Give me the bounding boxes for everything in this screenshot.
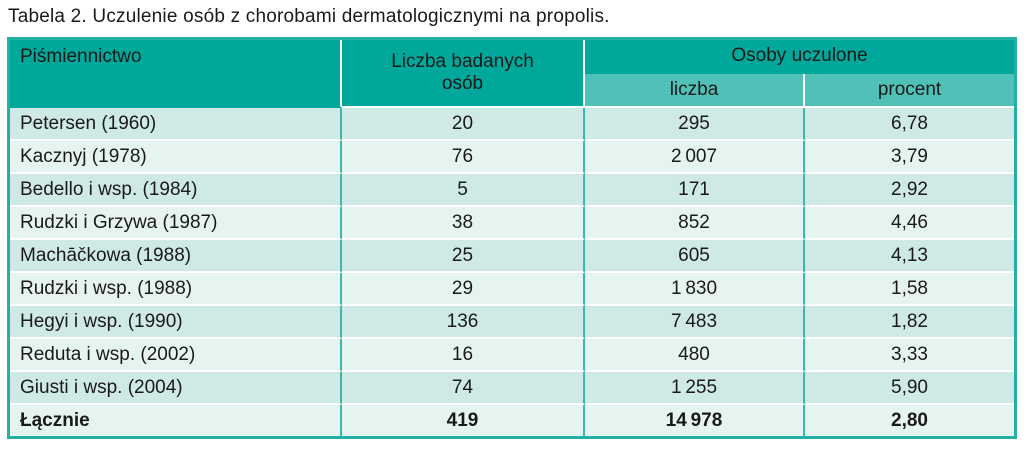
header-liczba: liczba	[585, 74, 805, 108]
total-number: 14 978	[585, 405, 805, 436]
table-body: Petersen (1960) 20 295 6,78 Kacznyj (197…	[10, 108, 1014, 436]
cell-number: 605	[585, 240, 805, 273]
cell-examined: 5	[342, 174, 585, 207]
cell-reference: Hegyi i wsp. (1990)	[10, 306, 342, 339]
table-header: Piśmiennictwo Liczba badanych osób Osoby…	[10, 40, 1014, 108]
table-row: Bedello i wsp. (1984) 5 171 2,92	[10, 174, 1014, 207]
cell-reference: Machāčkowa (1988)	[10, 240, 342, 273]
cell-reference: Bedello i wsp. (1984)	[10, 174, 342, 207]
cell-percent: 4,46	[805, 207, 1014, 240]
cell-reference: Petersen (1960)	[10, 108, 342, 141]
cell-number: 171	[585, 174, 805, 207]
cell-percent: 2,92	[805, 174, 1014, 207]
total-percent: 2,80	[805, 405, 1014, 436]
table-row: Hegyi i wsp. (1990) 136 7 483 1,82	[10, 306, 1014, 339]
table-caption: Tabela 2. Uczulenie osób z chorobami der…	[8, 6, 610, 27]
cell-percent: 6,78	[805, 108, 1014, 141]
cell-number: 852	[585, 207, 805, 240]
table-row: Rudzki i Grzywa (1987) 38 852 4,46	[10, 207, 1014, 240]
cell-percent: 5,90	[805, 372, 1014, 405]
table-row: Petersen (1960) 20 295 6,78	[10, 108, 1014, 141]
cell-examined: 20	[342, 108, 585, 141]
cell-examined: 76	[342, 141, 585, 174]
cell-number: 480	[585, 339, 805, 372]
cell-number: 1 830	[585, 273, 805, 306]
header-osoby-uczulone: Osoby uczulone	[585, 40, 1014, 74]
table-row: Kacznyj (1978) 76 2 007 3,79	[10, 141, 1014, 174]
cell-examined: 136	[342, 306, 585, 339]
cell-examined: 74	[342, 372, 585, 405]
cell-reference: Reduta i wsp. (2002)	[10, 339, 342, 372]
cell-reference: Kacznyj (1978)	[10, 141, 342, 174]
cell-number: 1 255	[585, 372, 805, 405]
cell-examined: 16	[342, 339, 585, 372]
cell-examined: 38	[342, 207, 585, 240]
cell-examined: 29	[342, 273, 585, 306]
cell-reference: Giusti i wsp. (2004)	[10, 372, 342, 405]
header-row-main: Piśmiennictwo Liczba badanych osób Osoby…	[10, 40, 1014, 108]
table-row: Rudzki i wsp. (1988) 29 1 830 1,58	[10, 273, 1014, 306]
table-row: Giusti i wsp. (2004) 74 1 255 5,90	[10, 372, 1014, 405]
header-procent: procent	[805, 74, 1014, 108]
cell-examined: 25	[342, 240, 585, 273]
cell-percent: 3,33	[805, 339, 1014, 372]
header-liczba-badanych-osob: Liczba badanych osób	[342, 40, 585, 108]
table-row: Machāčkowa (1988) 25 605 4,13	[10, 240, 1014, 273]
cell-number: 2 007	[585, 141, 805, 174]
cell-reference: Rudzki i Grzywa (1987)	[10, 207, 342, 240]
propolis-sensitization-table: Piśmiennictwo Liczba badanych osób Osoby…	[7, 37, 1017, 439]
cell-percent: 1,82	[805, 306, 1014, 339]
cell-percent: 3,79	[805, 141, 1014, 174]
cell-number: 7 483	[585, 306, 805, 339]
header-liczba-badanych-osob-label: Liczba badanych osób	[391, 51, 534, 94]
cell-reference: Rudzki i wsp. (1988)	[10, 273, 342, 306]
table-total-row: Łącznie 419 14 978 2,80	[10, 405, 1014, 436]
header-row-sub: liczba procent	[10, 74, 1014, 108]
cell-percent: 4,13	[805, 240, 1014, 273]
cell-percent: 1,58	[805, 273, 1014, 306]
total-label: Łącznie	[10, 405, 342, 436]
table-row: Reduta i wsp. (2002) 16 480 3,33	[10, 339, 1014, 372]
total-examined: 419	[342, 405, 585, 436]
cell-number: 295	[585, 108, 805, 141]
header-pismiennictwo: Piśmiennictwo	[10, 40, 342, 108]
